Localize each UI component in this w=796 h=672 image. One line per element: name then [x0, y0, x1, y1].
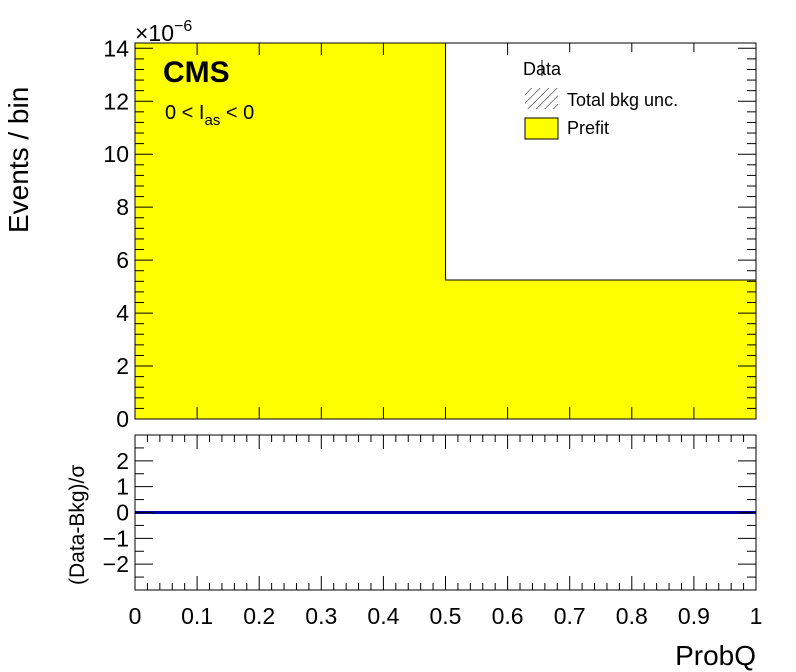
main-y-tick-label: 0 — [116, 406, 129, 432]
main-y-tick-label: 4 — [116, 300, 129, 326]
ratio-y-tick-label: 0 — [116, 500, 129, 526]
selection-label-sub: as — [204, 112, 220, 129]
selection-label-pre: 0 < I — [165, 102, 204, 124]
main-y-axis-title: Events / bin — [3, 87, 34, 233]
x-tick-label: 0.5 — [430, 603, 462, 629]
x-tick-label: 1 — [750, 603, 763, 629]
histogram-bar-0 — [135, 43, 446, 419]
main-y-tick-label: 2 — [116, 353, 129, 379]
x-tick-label: 0.4 — [367, 603, 399, 629]
main-y-ticks: 0 2 4 6 8 10 12 14 — [103, 35, 756, 432]
x-tick-label: 0.9 — [678, 603, 710, 629]
y-exponent-base: ×10 — [135, 20, 174, 46]
x-tick-label: 0 — [129, 603, 142, 629]
legend-entry-data: Data — [523, 59, 562, 79]
main-x-ticks — [134, 43, 757, 419]
x-tick-label: 0.1 — [181, 603, 213, 629]
legend-hatch-swatch — [525, 88, 558, 109]
legend-label-prefit: Prefit — [567, 118, 609, 138]
main-y-tick-label: 8 — [116, 194, 129, 220]
legend-entry-prefit: Prefit — [524, 117, 609, 140]
y-exponent-power: −6 — [174, 18, 192, 35]
ratio-y-tick-label: 2 — [116, 448, 129, 474]
selection-label: 0 < Ias < 0 — [165, 102, 254, 129]
ratio-x-ticks: 0 0.1 0.2 0.3 0.4 0.5 0.6 0.7 0.8 0.9 1 — [129, 435, 763, 629]
ratio-y-tick-label: 1 — [116, 474, 129, 500]
main-y-tick-label: 10 — [103, 141, 129, 167]
legend-label-data: Data — [523, 59, 562, 79]
ratio-y-tick-label: −1 — [103, 525, 129, 551]
ratio-y-tick-label: −2 — [103, 551, 129, 577]
legend-entry-unc: Total bkg unc. — [525, 88, 678, 110]
main-y-tick-label: 6 — [116, 247, 129, 273]
x-tick-label: 0.3 — [305, 603, 337, 629]
main-y-tick-label: 14 — [103, 35, 129, 61]
histogram-bar-1 — [445, 279, 756, 419]
y-axis-exponent: ×10−6 — [135, 18, 192, 46]
x-tick-label: 0.7 — [554, 603, 586, 629]
x-tick-label: 0.8 — [616, 603, 648, 629]
cms-label: CMS — [163, 56, 230, 89]
ratio-y-axis-title: (Data-Bkg)/σ — [66, 465, 89, 585]
legend-label-unc: Total bkg unc. — [567, 90, 678, 110]
x-tick-label: 0.2 — [243, 603, 275, 629]
legend-prefit-swatch — [524, 117, 559, 140]
main-panel: 0 2 4 6 8 10 12 14 ×10−6 Events / bin CMS 0 < I… — [3, 18, 757, 432]
legend: Data Total bkg unc. Prefit — [517, 52, 716, 143]
x-axis-title: ProbQ — [675, 640, 756, 671]
main-bars — [134, 42, 756, 419]
main-y-tick-label: 12 — [103, 88, 129, 114]
x-tick-label: 0.6 — [492, 603, 524, 629]
selection-label-post: < 0 — [220, 102, 254, 124]
